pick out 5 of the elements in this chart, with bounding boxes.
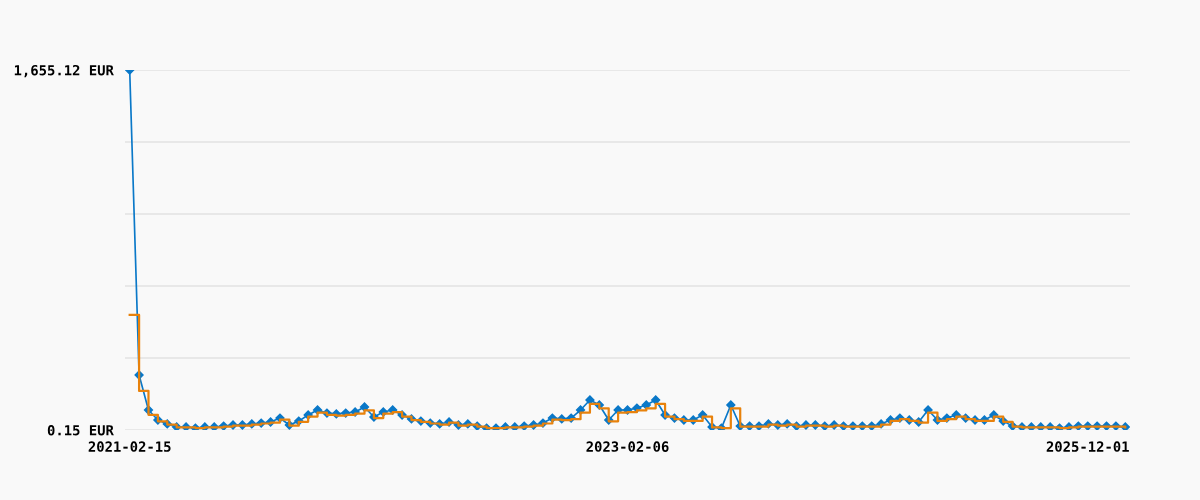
x-tick-label: 2021-02-15 — [88, 441, 171, 452]
y-tick-label: 0.15 EUR — [47, 424, 114, 436]
x-tick-label: 2023-02-06 — [586, 441, 669, 452]
y-tick-label: 1,655.12 EUR — [14, 64, 114, 78]
x-tick-label: 2025-12-01 — [1046, 441, 1129, 452]
